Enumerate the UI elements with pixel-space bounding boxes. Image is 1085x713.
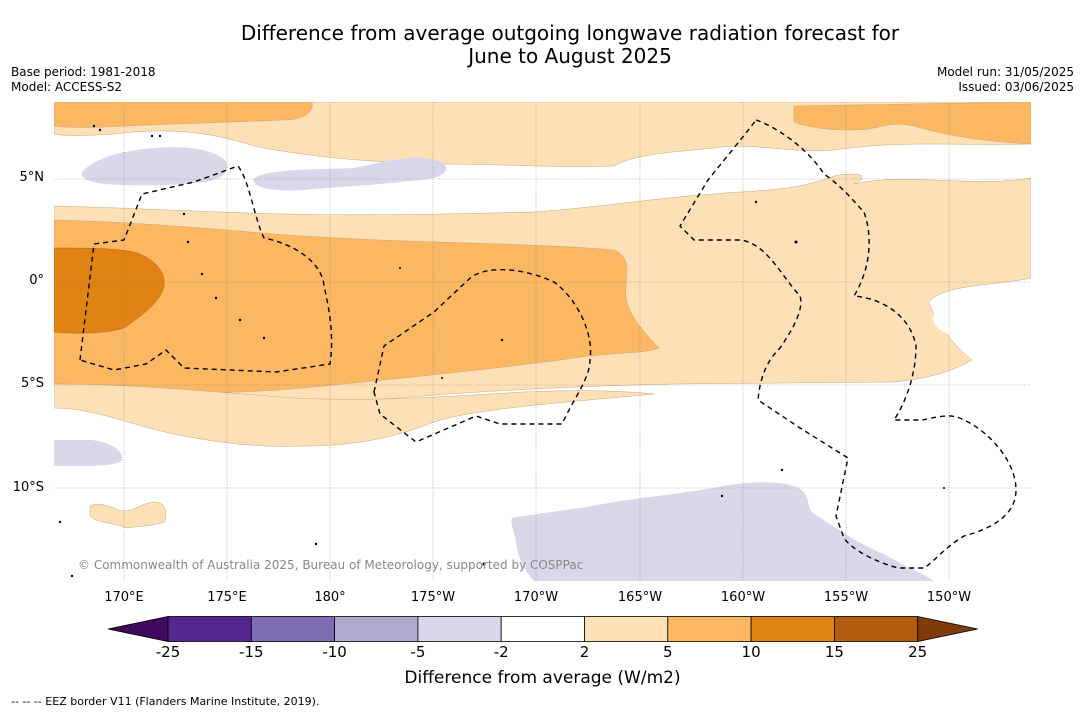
anomaly-region-clear-east — [933, 282, 1031, 376]
island-speck — [214, 296, 218, 300]
meta-right: Model run: 31/05/2025 Issued: 03/06/2025 — [937, 65, 1074, 95]
lon-label-160w: 160°W — [720, 590, 766, 605]
graticule — [54, 102, 1031, 581]
issued-date: Issued: 03/06/2025 — [958, 80, 1074, 94]
colorbar-segments — [108, 616, 978, 642]
colorbar-segment — [667, 616, 752, 642]
island-speck — [98, 128, 102, 132]
lon-label-170w: 170°W — [513, 590, 559, 605]
lon-label-175w: 175°W — [410, 590, 456, 605]
island-speck — [158, 134, 162, 138]
island-speck — [780, 468, 784, 472]
island-speck — [186, 240, 190, 244]
colorbar-extend-high — [917, 616, 978, 642]
colorbar-tick-label: -15 — [239, 643, 264, 661]
anomaly-region-small-sw — [89, 501, 167, 529]
title-line-2: June to August 2025 — [468, 44, 672, 68]
island-speck — [794, 240, 798, 244]
lat-label-5n: 5°N — [19, 170, 45, 185]
anomaly-region-lavender-sw — [54, 440, 123, 466]
meta-left: Base period: 1981-2018 Model: ACCESS-S2 — [11, 65, 156, 95]
lon-label-180: 180° — [314, 590, 346, 605]
colorbar-tick-label: 10 — [741, 643, 761, 661]
eez-border-tuvalu-kiribati-west — [79, 165, 333, 373]
island-speck — [399, 267, 401, 269]
lat-label-0: 0° — [29, 273, 44, 288]
lon-label-155w: 155°W — [823, 590, 869, 605]
island-speck — [482, 562, 486, 566]
island-speck — [262, 336, 266, 340]
island-speck — [500, 338, 504, 342]
island-speck — [70, 574, 74, 578]
colorbar-label: Difference from average (W/m2) — [404, 668, 681, 688]
anomaly-region-equatorial-orange — [54, 219, 660, 393]
model-run: Model run: 31/05/2025 — [936, 65, 1074, 79]
eez-borders — [79, 119, 1017, 569]
chart-title: Difference from average outgoing longwav… — [0, 22, 1085, 68]
copyright-notice: © Commonwealth of Australia 2025, Bureau… — [78, 558, 584, 572]
island-speck — [238, 318, 242, 322]
colorbar-segment — [750, 616, 835, 642]
eez-border-line-islands — [679, 119, 1017, 569]
colorbar-tick-label: -10 — [322, 643, 347, 661]
lon-label-150w: 150°W — [926, 590, 972, 605]
anomaly-map — [54, 102, 1031, 581]
colorbar-tick-label: 5 — [663, 643, 673, 661]
island-speck — [200, 272, 204, 276]
model-name: Model: ACCESS-S2 — [11, 80, 123, 94]
island-speck — [720, 494, 724, 498]
island-speck — [441, 377, 443, 379]
colorbar-tick-label: -2 — [493, 643, 509, 661]
anomaly-region-lavender-n1 — [81, 147, 228, 186]
anomaly-region-lavender-se — [511, 482, 934, 581]
island-speck — [150, 134, 154, 138]
colorbar-segment — [250, 616, 336, 642]
colorbar-segment — [834, 616, 919, 642]
base-period: Base period: 1981-2018 — [11, 65, 156, 79]
island-speck — [943, 487, 945, 489]
anomaly-region-equatorial-dark — [54, 247, 165, 334]
colorbar-segment — [417, 616, 502, 642]
colorbar-tick-label: 15 — [824, 643, 844, 661]
map-panel — [54, 102, 1031, 581]
colorbar-segment — [334, 616, 419, 642]
colorbar — [108, 616, 978, 642]
island-speck — [58, 520, 62, 524]
colorbar-tick-label: -5 — [410, 643, 426, 661]
lon-label-165w: 165°W — [617, 590, 663, 605]
anomaly-region-northwest — [54, 102, 313, 128]
island-speck — [92, 124, 96, 128]
eez-legend-note: -- -- -- EEZ border V11 (Flanders Marine… — [11, 695, 320, 708]
anomaly-region-northeast — [793, 102, 1031, 145]
lon-label-175e: 175°E — [207, 590, 247, 605]
colorbar-segment — [500, 616, 585, 642]
lat-label-10s: 10°S — [12, 480, 44, 495]
anomaly-region-south-band — [54, 383, 655, 447]
island-speck — [182, 212, 186, 216]
colorbar-extend-low — [108, 616, 169, 642]
colorbar-tick-label: 25 — [908, 643, 928, 661]
colorbar-segment — [167, 616, 252, 642]
colorbar-tick-label: -25 — [155, 643, 181, 661]
lat-label-5s: 5°S — [20, 376, 44, 391]
island-speck — [314, 542, 318, 546]
island-speck — [754, 200, 758, 204]
colorbar-tick-label: 2 — [579, 643, 590, 661]
island-specks — [58, 124, 945, 578]
lon-label-170e: 170°E — [104, 590, 144, 605]
anomaly-region-lavender-n2 — [253, 157, 447, 191]
title-line-1: Difference from average outgoing longwav… — [240, 21, 900, 45]
colorbar-segment — [584, 616, 669, 642]
